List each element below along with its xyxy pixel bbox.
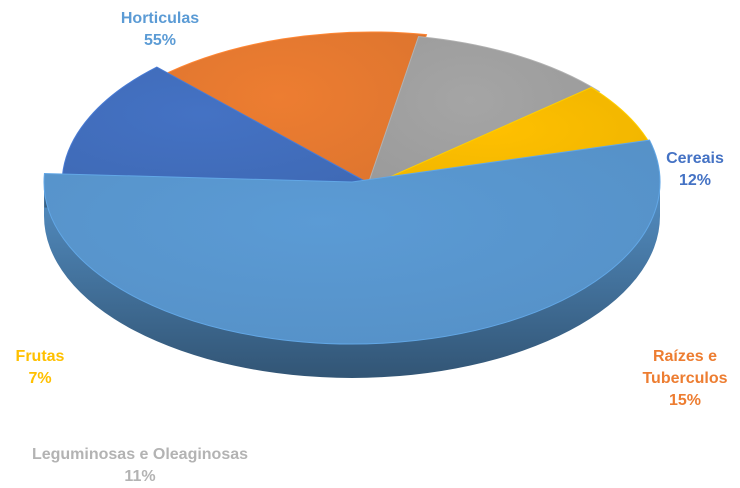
slice-top-leguminosas (363, 36, 601, 197)
slice-name-horticulas: Horticulas (120, 10, 200, 27)
slice-label-frutas: Frutas 7% (0, 346, 80, 390)
slice-percent-cereais: 12% (678, 172, 712, 189)
slice-percent-horticulas: 55% (143, 32, 177, 49)
slice-percent-leguminosas: 11% (124, 468, 156, 485)
slice-label-leguminosas: Leguminosas e Oleaginosas 11% (0, 444, 280, 488)
slice-top-raizes-tuberculos (157, 31, 428, 195)
slice-raizes-tuberculos (157, 31, 428, 195)
slice-name-frutas: Frutas (15, 348, 65, 365)
slice-horticulas (43, 139, 661, 378)
slice-leguminosas (363, 36, 601, 197)
slice-label-cereais: Cereais 12% (645, 148, 740, 192)
slice-top-cereais (61, 66, 371, 185)
slice-percent-frutas: 7% (28, 370, 52, 387)
slice-name-raizes-line1: Raízes e (652, 348, 718, 365)
slice-side-horticulas (44, 182, 660, 378)
slice-label-horticulas: Horticulas 55% (60, 8, 260, 52)
slice-top-horticulas (43, 139, 661, 345)
slice-label-raizes-tuberculos: Raízes e Tuberculos 15% (630, 346, 740, 412)
slice-name-leguminosas: Leguminosas e Oleaginosas (31, 446, 249, 463)
slice-name-raizes-line2: Tuberculos (642, 370, 728, 387)
slice-name-cereais: Cereais (666, 150, 724, 167)
slice-percent-raizes-tuberculos: 15% (668, 392, 702, 409)
